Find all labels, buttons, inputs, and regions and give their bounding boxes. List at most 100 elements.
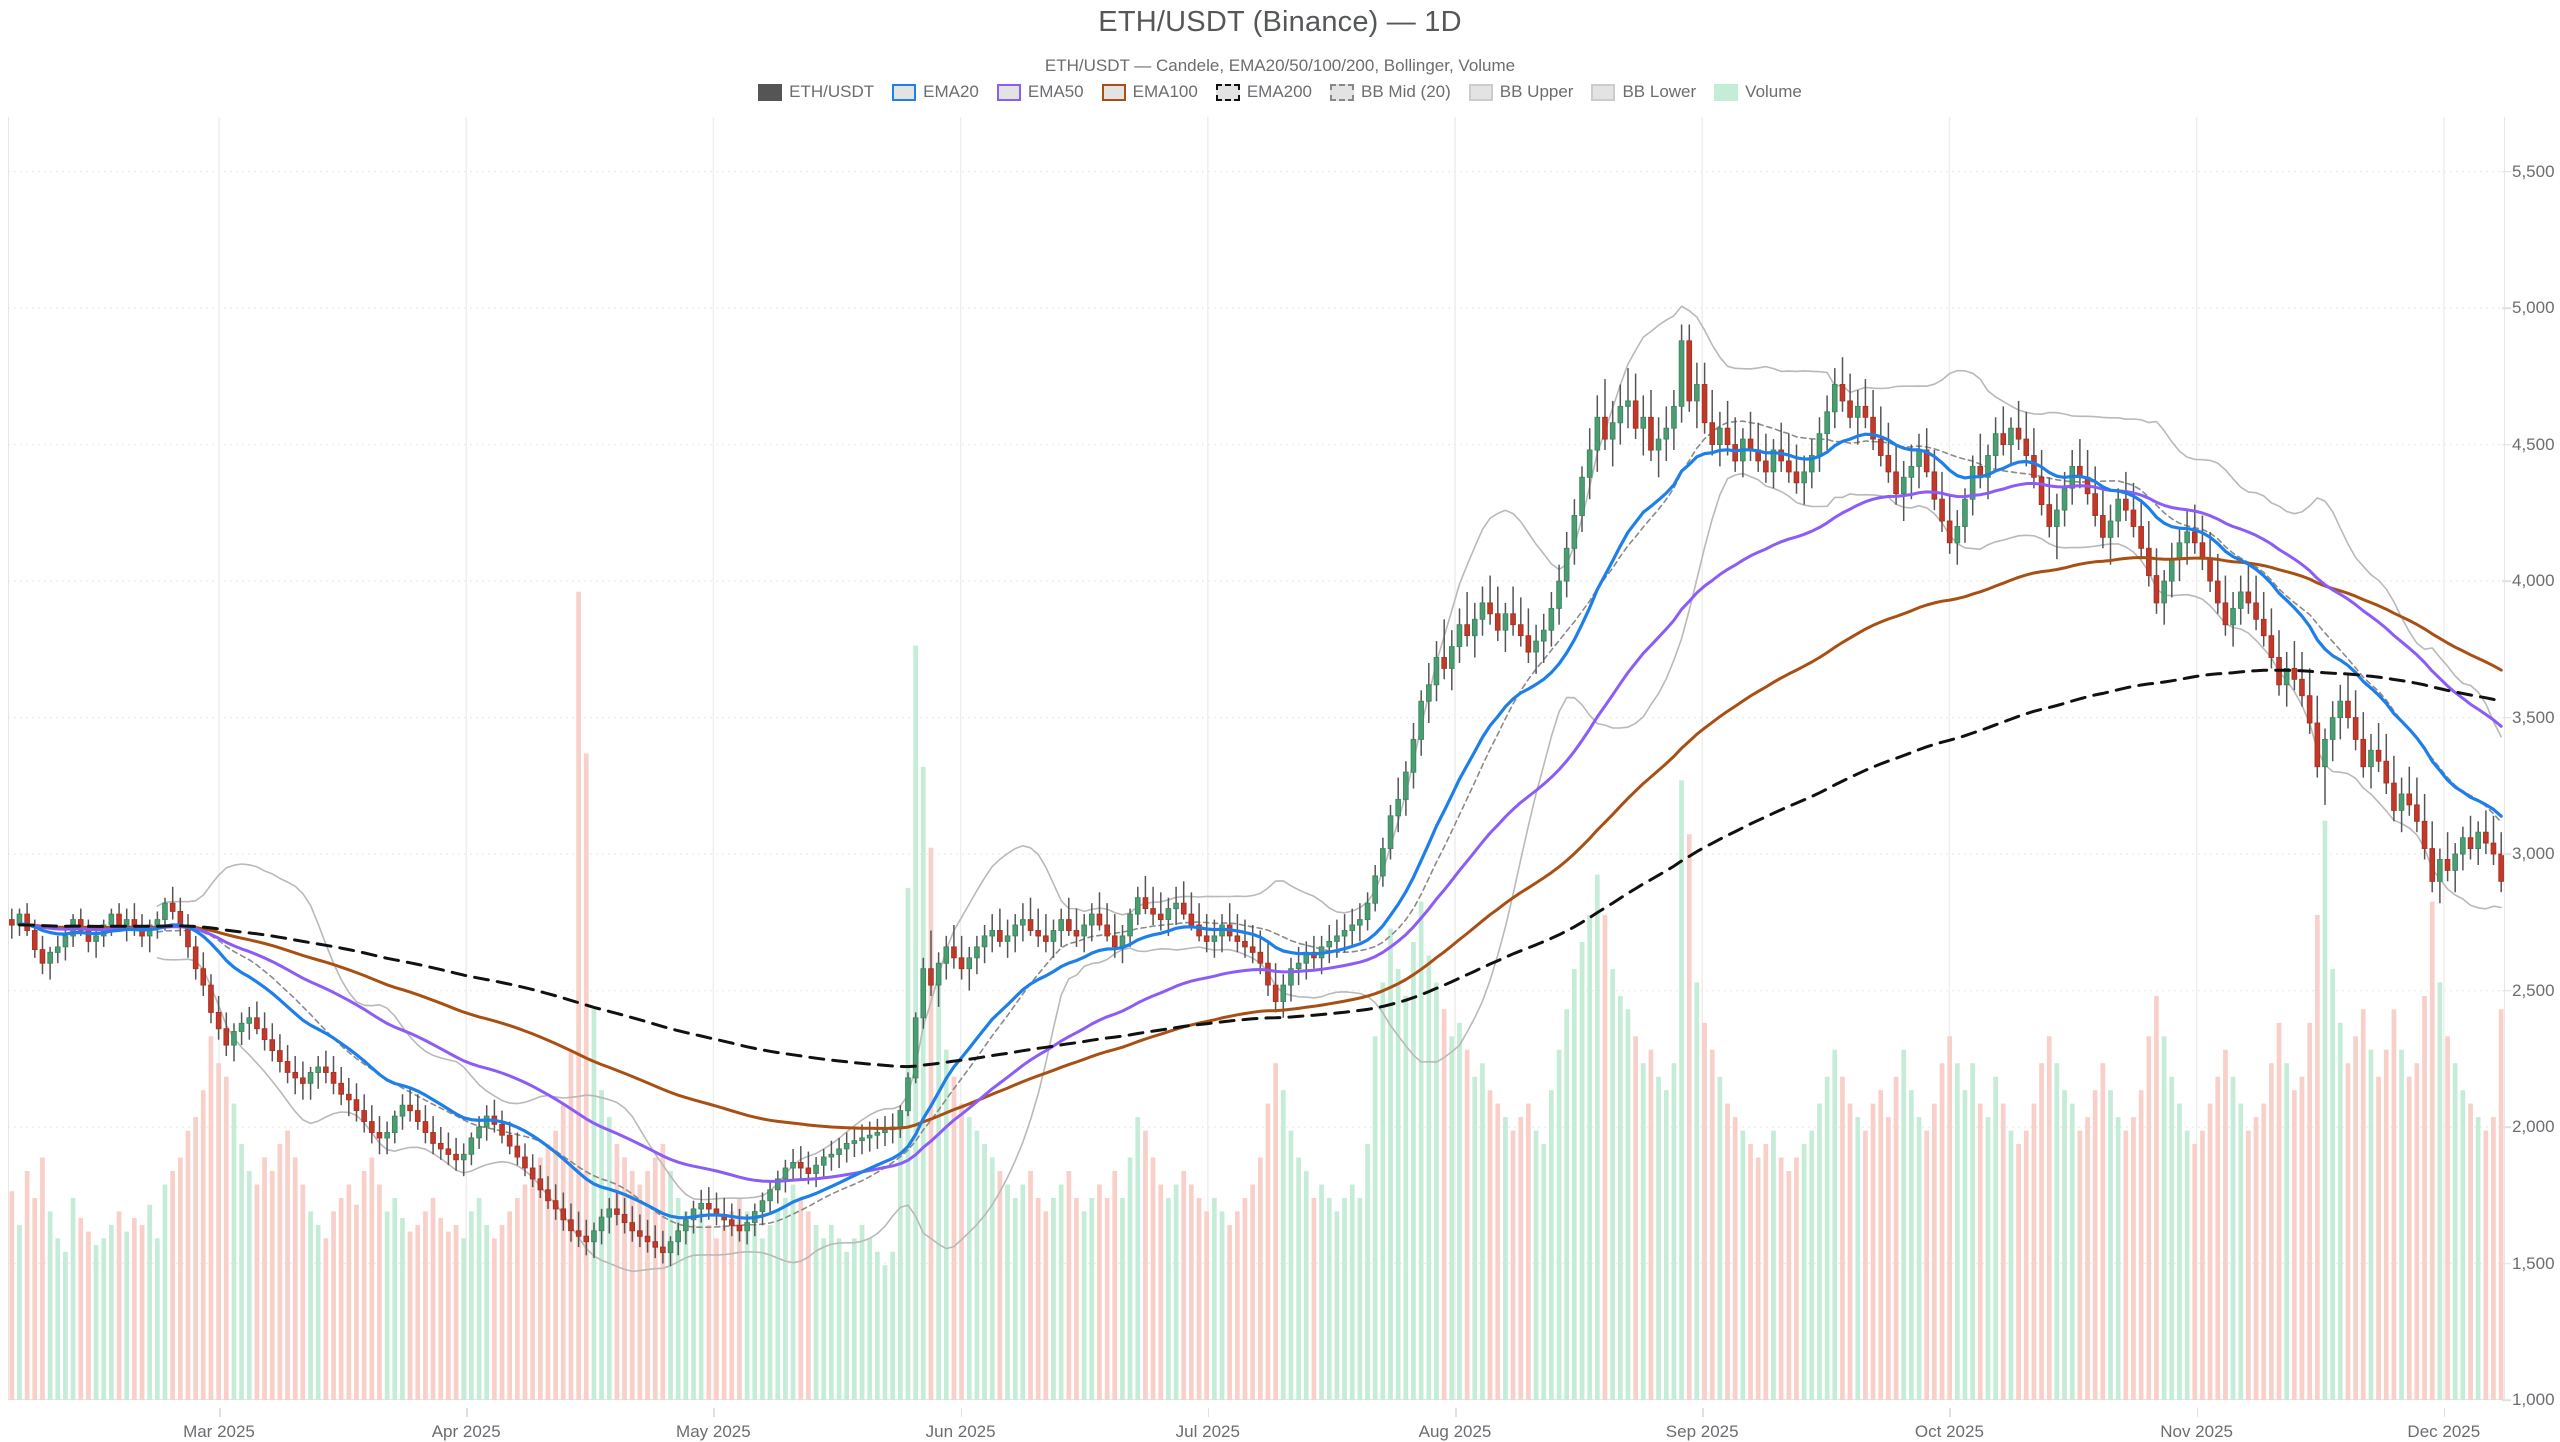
candle-body (1173, 902, 1179, 910)
y-axis-tick-label: 5,000 (2512, 298, 2555, 318)
volume-bar (1656, 1076, 1661, 1400)
x-axis-tick-mark (960, 1408, 963, 1417)
candle-body (47, 951, 53, 964)
candle-body (2161, 580, 2167, 604)
volume-bar (2062, 1090, 2067, 1400)
volume-bar (1089, 1197, 1095, 1400)
candle-body (2314, 722, 2321, 768)
volume-bar (583, 753, 589, 1400)
volume-bar (760, 1238, 765, 1400)
candle-body (614, 1208, 620, 1215)
candle-body (1127, 913, 1133, 937)
volume-bar (262, 1157, 267, 1400)
volume-bar (1441, 1009, 1447, 1400)
candle-body (1854, 405, 1861, 418)
volume-bar (1541, 1144, 1547, 1400)
volume-bar (239, 1144, 244, 1400)
volume-bar (2315, 915, 2320, 1400)
volume-bar (1395, 968, 1401, 1400)
volume-bar (1587, 915, 1592, 1400)
volume-bar (323, 1238, 329, 1400)
candle-body (1471, 618, 1478, 637)
volume-bar (1717, 1076, 1723, 1400)
volume-bar (2223, 1049, 2228, 1400)
candle-body (1043, 935, 1049, 942)
candle-body (1111, 935, 1118, 948)
volume-bar (469, 1211, 474, 1400)
y-axis-tick-mark (2502, 1126, 2511, 1128)
volume-bar (147, 1204, 152, 1400)
volume-bar (1679, 780, 1684, 1400)
volume-bar (63, 1251, 68, 1400)
candle-body (2230, 607, 2236, 626)
candle-body (1533, 640, 1539, 653)
volume-bar (1058, 1184, 1064, 1400)
volume-bar (859, 1224, 865, 1400)
volume-bar (2123, 1130, 2129, 1400)
volume-bar (223, 1076, 229, 1400)
volume-bar (415, 1224, 421, 1400)
volume-bar (285, 1130, 290, 1400)
legend-item-eth-usdt[interactable]: ETH/USDT (758, 82, 874, 102)
legend-item-ema20[interactable]: EMA20 (892, 82, 979, 102)
volume-bar (70, 1197, 76, 1400)
legend-item-ema100[interactable]: EMA100 (1101, 82, 1198, 102)
volume-bar (2008, 1130, 2014, 1400)
candle-body (1073, 930, 1080, 937)
legend-item-ema200[interactable]: EMA200 (1215, 82, 1312, 102)
volume-bar (93, 1245, 99, 1400)
candle-body (9, 919, 15, 926)
candle-body (575, 1230, 582, 1237)
volume-bar (1602, 915, 1608, 1400)
volume-bar (430, 1197, 436, 1400)
candle-body (1150, 908, 1156, 915)
volume-bar (507, 1211, 512, 1400)
volume-bar (338, 1197, 344, 1400)
volume-bar (2337, 1022, 2343, 1400)
volume-bar (1418, 901, 1424, 1400)
legend-item-bb-mid-20[interactable]: BB Mid (20) (1330, 82, 1451, 102)
legend-item-bb-upper[interactable]: BB Upper (1468, 82, 1573, 102)
x-axis-tick-label: Mar 2025 (183, 1422, 255, 1441)
volume-bar (1809, 1130, 1815, 1400)
volume-bar (155, 1238, 160, 1400)
candle-body (2092, 493, 2098, 516)
candle-body (897, 1110, 904, 1128)
candle-body (1249, 946, 1256, 953)
candle-body (2214, 580, 2221, 604)
legend-item-volume[interactable]: Volume (1714, 82, 1802, 102)
legend-item-ema50[interactable]: EMA50 (996, 82, 1084, 102)
volume-bar (629, 1171, 635, 1400)
candle-body (399, 1104, 406, 1117)
volume-bar (446, 1231, 451, 1400)
candle-body (1824, 411, 1830, 435)
candle-body (797, 1162, 804, 1169)
volume-bar (1135, 1117, 1141, 1400)
candle-body (1134, 897, 1141, 915)
candle-body (529, 1167, 536, 1180)
candle-body (1242, 940, 1248, 948)
volume-bar (2069, 1103, 2075, 1400)
candle-body (346, 1093, 352, 1101)
volume-bar (2169, 1076, 2175, 1400)
candle-body (2345, 700, 2351, 719)
volume-bar (1686, 834, 1692, 1400)
candle-body (62, 935, 69, 948)
candle-body (307, 1071, 314, 1084)
volume-bar (1778, 1157, 1784, 1400)
volume-bar (714, 1238, 719, 1400)
candle-body (2444, 859, 2451, 871)
volume-bar (86, 1231, 91, 1400)
volume-bar (1740, 1130, 1746, 1400)
candle-body (2107, 520, 2114, 538)
candle-body (1441, 657, 1447, 669)
candlestick-plot (8, 117, 2505, 1400)
candle-body (1992, 433, 1999, 456)
legend-item-bb-lower[interactable]: BB Lower (1591, 82, 1696, 102)
volume-bar (1495, 1103, 1501, 1400)
volume-bar (1051, 1197, 1056, 1400)
candle-body (2130, 509, 2137, 527)
volume-bar (476, 1197, 482, 1400)
candle-body (1847, 400, 1853, 418)
volume-bar (2307, 1022, 2312, 1400)
